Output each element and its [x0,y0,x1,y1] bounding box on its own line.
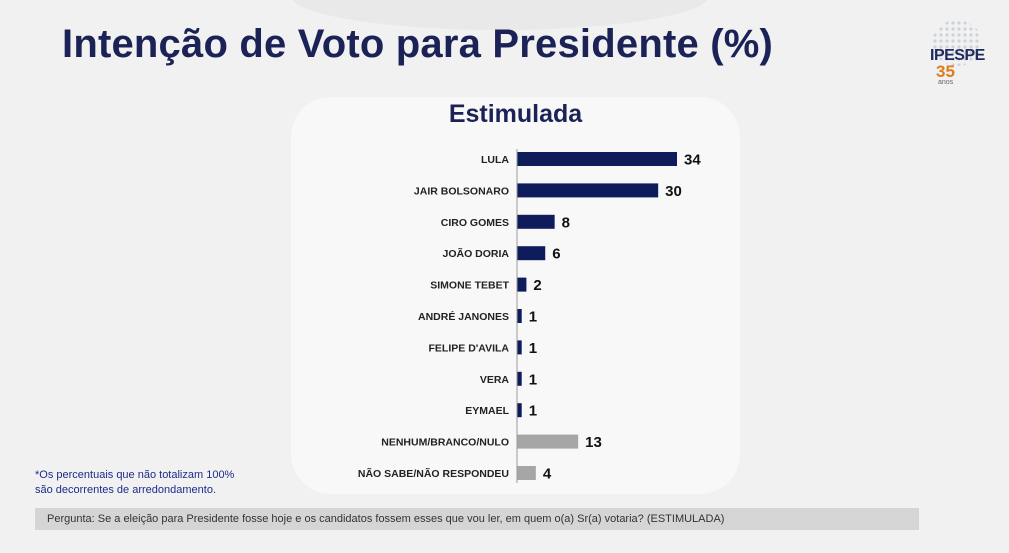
category-label: CIRO GOMES [441,217,509,229]
logo-years-suffix: anos [938,79,954,86]
bar [517,309,522,323]
value-label: 2 [533,277,541,294]
category-label: EYMAEL [465,405,509,417]
value-label: 6 [552,246,560,263]
footnote-line-2: são decorrentes de arredondamento. [35,484,217,496]
category-label: ANDRÉ JANONES [418,310,509,323]
chart-title: Estimulada [448,100,583,128]
value-label: 1 [529,309,537,326]
ipespe-logo: IPESPE 35 anos [918,20,1000,90]
value-label: 1 [529,371,537,388]
value-label: 13 [585,434,602,451]
bar [517,152,677,166]
footnote: *Os percentuais que não totalizam 100% s… [35,468,275,498]
value-label: 8 [562,214,570,231]
value-label: 1 [529,403,537,420]
bar [517,466,536,480]
question-bar: Pergunta: Se a eleição para Presidente f… [35,508,919,530]
category-label: NENHUM/BRANCO/NULO [381,437,509,449]
logo-years: 35 [936,62,955,81]
category-label: VERA [480,374,510,386]
category-label: FELIPE D'AVILA [429,342,510,354]
value-label: 30 [665,183,682,200]
bar [517,277,527,292]
category-label: NÃO SABE/NÃO RESPONDEU [358,467,509,480]
logo-globe-icon [932,20,982,66]
category-label: JOÃO DORIA [442,247,509,260]
bar [517,340,522,355]
bar [517,246,546,261]
value-label: 4 [543,466,552,483]
logo-name: IPESPE [930,47,985,64]
bar [517,403,522,418]
category-label: JAIR BOLSONARO [414,185,509,197]
value-label: 1 [529,340,537,357]
footnote-line-1: *Os percentuais que não totalizam 100% [35,469,235,481]
bar [517,371,522,386]
category-label: SIMONE TEBET [430,280,509,292]
bar [517,214,555,229]
category-label: LULA [481,154,509,166]
bar [517,434,579,449]
bar [517,183,659,198]
value-label: 34 [684,152,701,169]
page-title: Intenção de Voto para Presidente (%) [62,22,774,66]
